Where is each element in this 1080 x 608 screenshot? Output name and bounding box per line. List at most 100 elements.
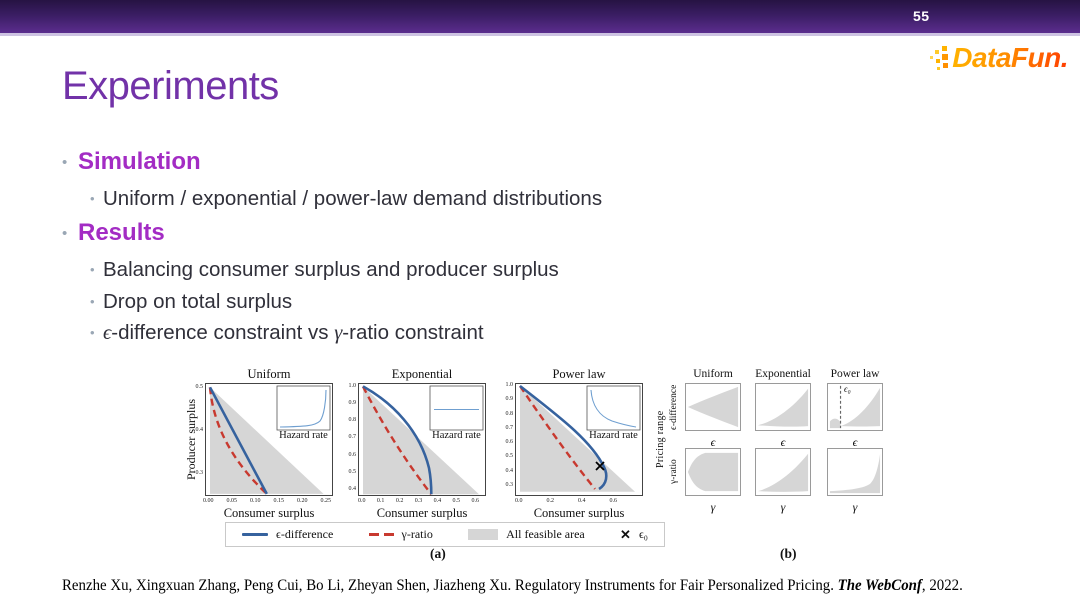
powerlaw-chart: [515, 383, 643, 496]
b-row-outer-label: Pricing range: [655, 410, 666, 469]
gamma-ratio-curve: [208, 387, 268, 495]
tick-label: 0.5: [505, 453, 514, 460]
pricing-range-shape: [757, 388, 809, 427]
b-panel-uniform-eps: [685, 383, 741, 431]
legend-label: γ-ratio: [401, 527, 433, 541]
legend-label: ϵ-difference: [276, 527, 334, 541]
legend-eps0: ✕ ϵ₀: [620, 527, 648, 543]
bullet-dot: •: [90, 325, 95, 340]
tick-label: 0.5: [348, 468, 357, 475]
bullet-simulation-sub: • Uniform / exponential / power-law dema…: [90, 187, 602, 211]
exponential-chart: [358, 383, 486, 496]
b-row1-label: ϵ-difference: [669, 384, 679, 430]
tick-label: 0.6: [348, 451, 357, 458]
panel-a-exponential: Exponential 1.0 0.9 0.8 0.7 0.6 0.5 0.4 0.0 0.1…: [349, 367, 486, 538]
datafun-logo: DataFun.: [930, 42, 1068, 80]
pricing-range-shape: [687, 452, 739, 492]
b-xlabel-gamma: γ: [710, 500, 716, 514]
panel-a-powerlaw: Power law 1.0 0.9 0.8 0.7 0.6 0.5 0.4 0.3 0.0 0.…: [506, 367, 643, 538]
tick-label: 0.9: [505, 396, 514, 403]
bullet-dot: •: [90, 262, 95, 277]
bullet-simulation-label: Simulation: [78, 148, 201, 175]
legend-label: All feasible area: [506, 527, 585, 541]
figure-legend: ϵ-difference γ-ratio All feasible area ✕…: [225, 522, 665, 547]
inset-box: [586, 385, 641, 431]
tick-label: 0.3: [195, 470, 204, 476]
b-panel-exponential-eps: [755, 383, 811, 431]
tick-label: 1.0: [348, 383, 357, 389]
tick-label: 0.4: [578, 498, 586, 504]
bullet-results-sub2: • Drop on total surplus: [90, 290, 292, 314]
tick-label: 0.2: [395, 498, 404, 504]
panel-title: Exponential: [391, 367, 453, 381]
tick-label: 0.0: [358, 498, 366, 504]
x-marker-icon: ✕: [620, 526, 631, 542]
tick-label: 0.7: [505, 424, 514, 431]
panel-a-uniform: Uniform 0.5 0.4 0.3 0.00 0.05 0.10 0.15 0.20 0.…: [196, 367, 333, 538]
gamma-ratio-curve: [519, 385, 596, 490]
b-col-title-exponential: Exponential: [755, 368, 811, 380]
b-xlabel-gamma: γ: [852, 500, 858, 514]
tick-label: 0.4: [505, 467, 514, 474]
b-xlabel-eps: ϵ: [852, 435, 858, 449]
bullet-results-sub1-label: Balancing consumer surplus and producer …: [103, 258, 559, 281]
tick-label: 0.8: [505, 410, 514, 417]
results-figure: Producer surplus Uniform 0.5 0.4 0.3 0.00 0…: [184, 365, 915, 565]
y-tick-labels: 1.0 0.9 0.8 0.7 0.6 0.5 0.4: [341, 383, 357, 492]
tick-label: 0.00: [203, 498, 214, 504]
gamma-symbol: γ: [334, 322, 343, 344]
tick-label: 0.4: [348, 485, 357, 492]
pricing-range-shape: [829, 453, 881, 494]
panel-title: Uniform: [247, 367, 291, 381]
a-xlabel: Consumer surplus: [533, 506, 625, 520]
bullet-results-sub2-label: Drop on total surplus: [103, 290, 293, 313]
bullet-results: • Results: [62, 219, 165, 247]
eps0-annotation: ϵ₀: [844, 384, 851, 394]
panel-title: Power law: [552, 367, 606, 381]
legend-gamma-ratio: γ-ratio: [368, 527, 433, 542]
tick-label: 0.0: [515, 498, 523, 504]
logo-text: DataFun.: [952, 42, 1068, 73]
x-tick-labels: 0.00 0.05 0.10 0.15 0.20 0.25: [203, 498, 331, 504]
eps-difference-line: [362, 385, 433, 495]
page-number: 55: [913, 8, 930, 24]
a-xlabel: Consumer surplus: [223, 506, 315, 520]
tick-label: 0.5: [195, 384, 204, 390]
pricing-range-shape: [687, 386, 739, 428]
hazard-rate-curve: [279, 389, 327, 428]
b-col-title-powerlaw: Power law: [830, 368, 880, 380]
inset-box: [276, 385, 331, 431]
citation: Renzhe Xu, Xingxuan Zhang, Peng Cui, Bo …: [62, 577, 1032, 595]
sub3-mid-text: -difference constraint vs: [111, 321, 335, 344]
blue-line-swatch: [242, 533, 268, 536]
tick-label: 0.1: [376, 498, 385, 504]
bullet-simulation-sub-label: Uniform / exponential / power-law demand…: [103, 187, 603, 210]
caption-b: (b): [780, 546, 797, 561]
eps0-x-marker: [595, 461, 605, 471]
sub3-end-text: -ratio constraint: [342, 321, 484, 344]
pricing-range-shape: [757, 453, 809, 492]
tick-label: 0.7: [348, 434, 357, 441]
red-dashed-swatch: [368, 532, 394, 537]
inset-box: [429, 385, 484, 431]
pricing-range-shape: [829, 385, 881, 429]
tick-label: 0.05: [226, 498, 238, 504]
gray-area-swatch: [468, 529, 499, 540]
b-panel-powerlaw-gamma: [827, 448, 883, 496]
feasible-area: [363, 386, 479, 495]
x-tick-labels: 0.0 0.2 0.4 0.6: [515, 498, 617, 504]
tick-label: 0.25: [320, 498, 332, 504]
tick-label: 0.6: [471, 498, 479, 504]
tick-label: 0.2: [546, 498, 555, 504]
b-xlabel-eps: ϵ: [780, 435, 786, 449]
tick-label: 0.9: [348, 400, 357, 407]
a-xlabel: Consumer surplus: [376, 506, 468, 520]
caption-a: (a): [430, 546, 446, 561]
bullet-results-sub1: • Balancing consumer surplus and produce…: [90, 258, 559, 282]
logo-pixel-dots-icon: [928, 46, 952, 72]
inset-label: Hazard rate: [432, 430, 481, 441]
b-xlabel-gamma: γ: [780, 500, 786, 514]
tick-label: 0.15: [273, 498, 285, 504]
epsilon-symbol: ϵ: [103, 322, 112, 344]
